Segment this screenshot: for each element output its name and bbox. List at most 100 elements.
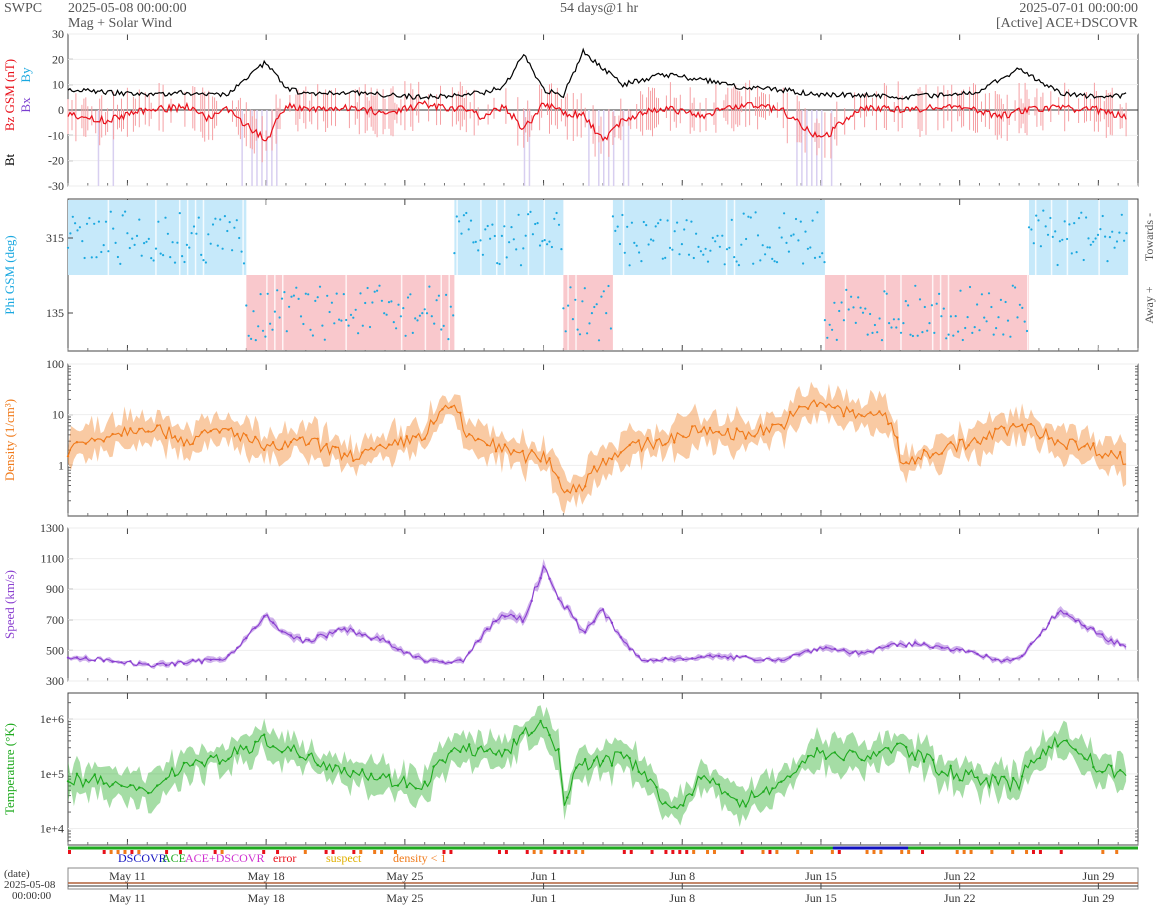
phi-point: [649, 238, 653, 241]
phi-point: [425, 312, 429, 315]
speed-point: [655, 658, 658, 662]
bz-axis-label: Bz GSM (nT): [2, 59, 17, 131]
phi-point: [271, 328, 274, 331]
phi-gap: [543, 200, 546, 350]
phi-point: [131, 237, 134, 240]
phi-point: [926, 329, 929, 332]
phi-point: [1016, 316, 1019, 319]
phi-point: [385, 313, 388, 316]
phi-point: [290, 295, 293, 298]
phi-point: [496, 262, 499, 265]
phi-point: [1025, 329, 1029, 333]
density-point: [628, 443, 631, 447]
phi-point: [578, 333, 582, 336]
phi-point: [704, 247, 707, 250]
speed-point: [396, 648, 400, 651]
phi-point: [309, 328, 312, 331]
density-point: [931, 453, 935, 456]
density-point: [263, 448, 266, 452]
overview-time: 00:00:00: [12, 890, 52, 902]
phi-gap: [725, 200, 728, 350]
x-tick-label-top: May 25: [386, 869, 423, 883]
density-point: [717, 430, 721, 434]
temperature-point: [1092, 765, 1095, 769]
temperature-point: [664, 801, 667, 804]
phi-point: [342, 293, 345, 296]
phi-point: [423, 308, 426, 311]
temperature-point: [530, 731, 533, 735]
speed-point: [1047, 622, 1051, 625]
speed-point: [548, 577, 551, 580]
mag-southward-shade: [806, 110, 808, 186]
phi-point: [742, 212, 745, 215]
subtitle: Mag + Solar Wind: [68, 16, 172, 31]
speed-point: [1119, 643, 1122, 647]
phi-point: [527, 213, 530, 216]
speed-point: [129, 660, 132, 663]
speed-point: [780, 659, 783, 662]
phi-point: [503, 225, 506, 228]
temperature-point: [441, 759, 444, 762]
phi-point: [1030, 228, 1033, 231]
temperature-point: [896, 742, 899, 745]
phi-point: [871, 331, 874, 334]
phi-point: [823, 319, 827, 322]
phi-point: [845, 288, 848, 291]
phi-point: [428, 285, 431, 288]
speed-point: [414, 655, 417, 659]
density-point: [361, 451, 364, 454]
phi-point: [195, 232, 198, 235]
density-point: [1012, 423, 1015, 426]
mag-southward-shade: [112, 110, 115, 186]
phi-point: [618, 242, 622, 246]
temperature-point: [780, 780, 783, 783]
phi-away-sector: [824, 275, 1030, 350]
density-y-tick-label: 10: [52, 408, 64, 422]
quality-flag-mark: [497, 850, 501, 854]
phi-point: [697, 245, 700, 248]
phi-point: [1113, 246, 1116, 249]
speed-point: [1003, 659, 1006, 662]
phi-point: [1077, 217, 1081, 220]
temperature-point: [156, 784, 159, 787]
phi-point: [699, 250, 703, 253]
phi-point: [695, 232, 698, 235]
speed-point: [958, 648, 961, 652]
temperature-point: [726, 793, 729, 796]
temperature-point: [414, 787, 417, 790]
speed-point: [111, 660, 114, 663]
speed-point: [191, 658, 194, 662]
temperature-point: [218, 762, 221, 765]
phi-point: [223, 215, 226, 218]
density-point: [842, 414, 845, 418]
phi-point: [361, 324, 364, 327]
speed-point: [1012, 658, 1015, 661]
temperature-point: [1119, 769, 1122, 772]
temperature-y-tick-label: 1e+5: [40, 767, 64, 781]
bt-series-line: [67, 47, 1127, 101]
phi-point: [221, 247, 224, 250]
density-point: [173, 435, 177, 438]
temperature-point: [994, 776, 997, 779]
phi-point: [524, 234, 527, 237]
phi-point: [252, 310, 255, 313]
density-point: [227, 428, 230, 431]
phi-point: [202, 259, 205, 262]
speed-point: [1092, 627, 1095, 630]
phi-point: [854, 321, 857, 324]
phi-point: [787, 250, 791, 253]
density-point: [477, 437, 480, 441]
phi-point: [864, 307, 867, 310]
quality-flag-mark: [768, 850, 772, 854]
phi-point: [557, 223, 561, 226]
speed-point: [521, 620, 524, 623]
phi-gap: [567, 200, 569, 350]
quality-flag-mark: [553, 850, 557, 854]
phi-point: [185, 243, 188, 246]
phi-point: [923, 305, 926, 309]
phi-point: [166, 232, 169, 235]
temperature-y-tick-label: 1e+4: [40, 822, 64, 836]
phi-point: [159, 252, 162, 255]
quality-flag-mark: [712, 850, 716, 854]
